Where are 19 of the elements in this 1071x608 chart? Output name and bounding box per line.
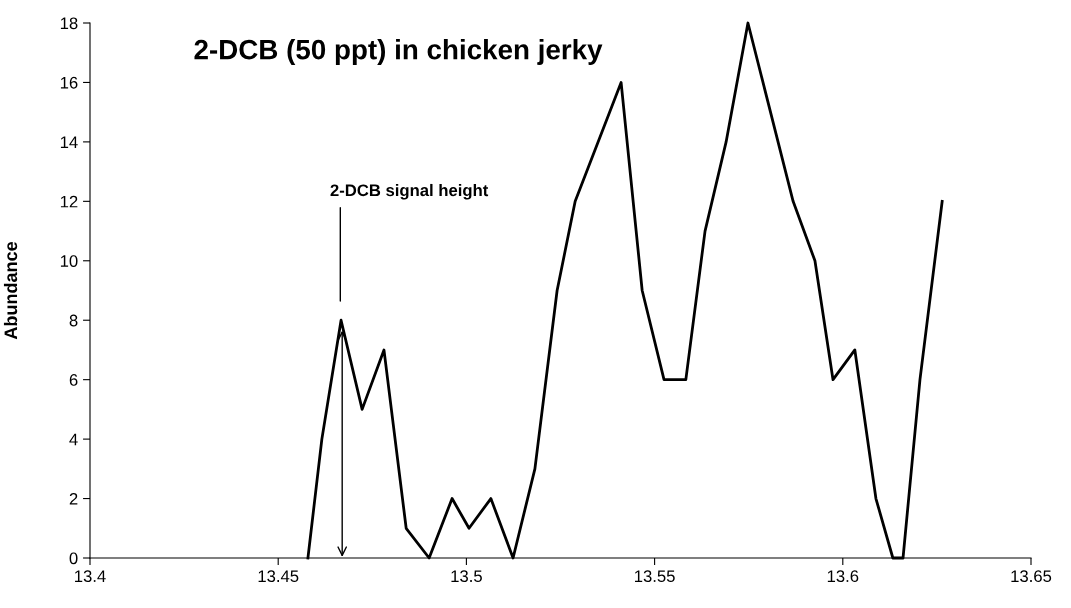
x-tick-label: 13.4 bbox=[75, 570, 106, 583]
y-tick-label: 10 bbox=[60, 255, 78, 267]
y-tick-label: 14 bbox=[60, 136, 78, 148]
y-tick-label: 18 bbox=[60, 17, 78, 30]
x-tick-label: 13.6 bbox=[827, 570, 859, 583]
x-tick-label: 13.5 bbox=[451, 570, 482, 583]
y-axis-title: Abundance bbox=[3, 241, 18, 340]
y-tick-label: 2 bbox=[69, 492, 78, 505]
y-tick-label: 4 bbox=[69, 433, 78, 446]
annotation: 2-DCB signal height bbox=[330, 183, 489, 200]
x-tick-label: 13.55 bbox=[635, 570, 675, 583]
text: 2-DCB (50 ppt) in chicken jerky bbox=[194, 39, 603, 65]
y-tick-label: 8 bbox=[69, 314, 78, 327]
x-tick-label: 13.45 bbox=[258, 570, 299, 583]
y-tick-label: 12 bbox=[60, 195, 78, 208]
y-tick-label: 6 bbox=[69, 374, 78, 386]
y-tick-label: 16 bbox=[60, 76, 78, 89]
x-tick-label: 13.65 bbox=[1011, 570, 1052, 583]
y-tick-label: 0 bbox=[69, 552, 78, 565]
